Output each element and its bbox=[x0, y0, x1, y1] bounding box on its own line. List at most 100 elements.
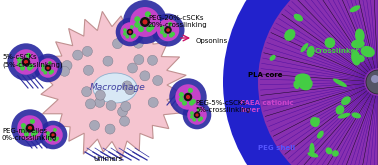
Circle shape bbox=[191, 99, 196, 104]
Circle shape bbox=[82, 46, 92, 56]
Circle shape bbox=[134, 16, 140, 22]
Circle shape bbox=[85, 99, 95, 109]
Ellipse shape bbox=[307, 152, 318, 158]
Circle shape bbox=[134, 22, 140, 28]
Circle shape bbox=[125, 85, 135, 95]
Ellipse shape bbox=[304, 78, 313, 88]
Circle shape bbox=[179, 97, 184, 102]
Circle shape bbox=[138, 26, 144, 32]
Circle shape bbox=[27, 66, 32, 71]
Circle shape bbox=[50, 132, 56, 138]
Circle shape bbox=[199, 116, 203, 120]
Circle shape bbox=[26, 124, 34, 132]
Circle shape bbox=[116, 18, 144, 46]
Text: PAEA cationic
layer: PAEA cationic layer bbox=[240, 100, 294, 113]
Text: PLA core: PLA core bbox=[248, 72, 282, 78]
Circle shape bbox=[20, 66, 25, 71]
Circle shape bbox=[130, 7, 160, 37]
Circle shape bbox=[192, 118, 196, 122]
Circle shape bbox=[190, 115, 194, 119]
Circle shape bbox=[33, 130, 38, 135]
Ellipse shape bbox=[310, 117, 320, 127]
Circle shape bbox=[84, 65, 93, 75]
Text: 5%-cSCKs
(5%-crosslinking): 5%-cSCKs (5%-crosslinking) bbox=[2, 54, 63, 67]
Circle shape bbox=[187, 105, 207, 125]
Circle shape bbox=[29, 64, 34, 69]
Circle shape bbox=[123, 32, 127, 36]
Ellipse shape bbox=[355, 55, 365, 62]
Circle shape bbox=[122, 81, 132, 91]
Circle shape bbox=[148, 97, 158, 107]
Circle shape bbox=[49, 71, 53, 75]
Circle shape bbox=[166, 28, 170, 32]
Circle shape bbox=[51, 133, 55, 137]
Ellipse shape bbox=[294, 14, 303, 21]
Circle shape bbox=[118, 107, 127, 117]
Circle shape bbox=[143, 19, 147, 24]
Circle shape bbox=[46, 135, 50, 139]
Circle shape bbox=[119, 116, 130, 126]
Circle shape bbox=[38, 58, 58, 78]
Circle shape bbox=[106, 100, 116, 111]
Circle shape bbox=[95, 97, 105, 107]
Circle shape bbox=[186, 95, 190, 99]
Circle shape bbox=[145, 11, 151, 17]
Circle shape bbox=[95, 90, 105, 100]
Circle shape bbox=[21, 123, 26, 128]
Circle shape bbox=[34, 54, 62, 82]
Circle shape bbox=[31, 132, 36, 137]
Text: Unimers: Unimers bbox=[93, 156, 122, 162]
Circle shape bbox=[195, 113, 198, 117]
Circle shape bbox=[169, 78, 207, 116]
Circle shape bbox=[160, 30, 164, 34]
Wedge shape bbox=[223, 0, 378, 165]
Wedge shape bbox=[258, 0, 378, 165]
Circle shape bbox=[48, 61, 52, 65]
Ellipse shape bbox=[317, 131, 324, 139]
Ellipse shape bbox=[295, 73, 311, 84]
Polygon shape bbox=[41, 11, 186, 158]
Circle shape bbox=[132, 33, 136, 37]
Circle shape bbox=[26, 53, 31, 58]
Circle shape bbox=[131, 35, 135, 39]
Text: Macrophage: Macrophage bbox=[90, 83, 146, 93]
Circle shape bbox=[123, 28, 127, 32]
Ellipse shape bbox=[355, 29, 365, 42]
Ellipse shape bbox=[333, 79, 347, 87]
Ellipse shape bbox=[284, 29, 295, 41]
Circle shape bbox=[197, 108, 201, 112]
Circle shape bbox=[198, 118, 201, 122]
Circle shape bbox=[123, 0, 167, 44]
Circle shape bbox=[46, 66, 50, 70]
Circle shape bbox=[113, 39, 122, 49]
Circle shape bbox=[120, 22, 140, 42]
Ellipse shape bbox=[332, 150, 339, 157]
Ellipse shape bbox=[341, 96, 351, 105]
Circle shape bbox=[90, 120, 99, 130]
Ellipse shape bbox=[352, 112, 361, 118]
Ellipse shape bbox=[361, 46, 375, 57]
Circle shape bbox=[140, 71, 150, 81]
Ellipse shape bbox=[93, 73, 137, 103]
Text: PEG shell: PEG shell bbox=[258, 145, 295, 151]
Ellipse shape bbox=[270, 55, 276, 61]
Circle shape bbox=[46, 131, 50, 135]
Circle shape bbox=[164, 26, 172, 34]
Circle shape bbox=[182, 100, 187, 106]
Circle shape bbox=[13, 49, 39, 75]
Circle shape bbox=[189, 100, 194, 106]
Circle shape bbox=[190, 111, 194, 115]
Circle shape bbox=[163, 33, 167, 38]
Circle shape bbox=[152, 14, 184, 47]
Circle shape bbox=[28, 126, 32, 130]
Ellipse shape bbox=[351, 39, 365, 49]
Circle shape bbox=[48, 138, 52, 142]
Ellipse shape bbox=[336, 105, 344, 115]
Circle shape bbox=[129, 30, 132, 34]
Circle shape bbox=[125, 35, 129, 39]
Circle shape bbox=[62, 61, 72, 70]
Circle shape bbox=[7, 43, 45, 81]
Circle shape bbox=[169, 33, 174, 38]
Ellipse shape bbox=[293, 81, 300, 89]
Ellipse shape bbox=[301, 43, 308, 52]
